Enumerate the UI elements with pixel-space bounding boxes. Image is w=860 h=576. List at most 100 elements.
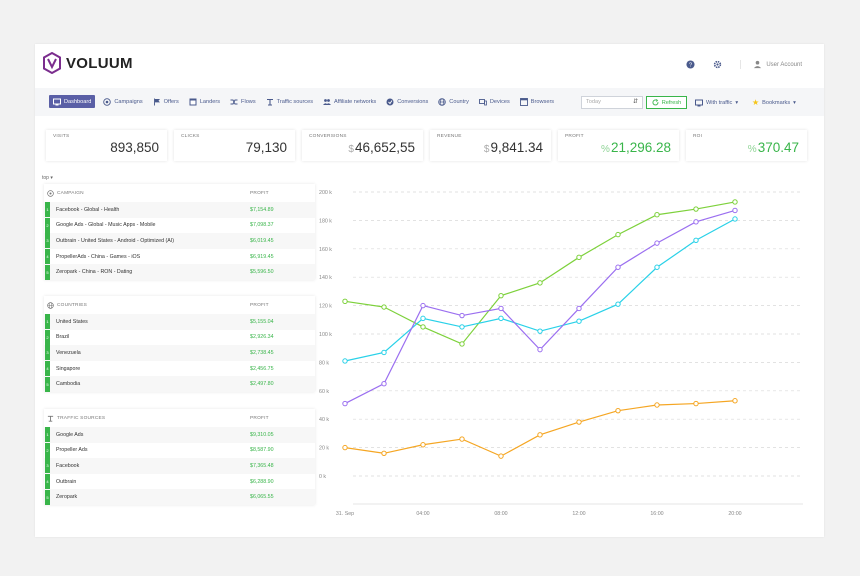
rank-badge: 5 — [45, 264, 50, 280]
data-point — [693, 219, 699, 225]
panel-header: COUNTRIES PROFIT — [44, 296, 315, 314]
row-name: Facebook — [56, 462, 80, 469]
nav-dashboard[interactable]: Dashboard — [49, 95, 96, 108]
panel-title: CAMPAIGN — [57, 190, 84, 196]
traffic-source-icon — [266, 98, 273, 106]
data-point — [537, 328, 543, 334]
nav-traffic-sources[interactable]: Traffic sources — [264, 95, 315, 108]
with-traffic-dropdown[interactable]: With traffic ▾ — [695, 96, 738, 109]
nav-devices[interactable]: Devices — [477, 95, 512, 108]
row-value: $6,065.55 — [250, 494, 274, 501]
row-value: $9,310.05 — [250, 431, 274, 438]
row-value: $7,365.48 — [250, 462, 274, 469]
rank-badge: 5 — [45, 376, 50, 392]
data-point — [615, 407, 621, 414]
refresh-button[interactable]: Refresh — [646, 96, 687, 109]
table-row[interactable]: 5 Cambodia $2,497.80 — [44, 376, 315, 392]
metric-label: ROI — [693, 134, 703, 139]
table-row[interactable]: 5 Zeropark - China - RON - Dating $5,596.5… — [44, 264, 315, 280]
refresh-icon — [652, 99, 659, 106]
metric-cards: VISITS 893,850 CLICKS 79,130 CONVERSIONS… — [46, 130, 807, 161]
data-point — [381, 381, 387, 387]
table-row[interactable]: 4 Singapore $2,456.75 — [44, 361, 315, 377]
nav-conversions[interactable]: Conversions — [384, 95, 430, 108]
user-account-menu[interactable]: User Account — [740, 60, 802, 69]
browser-icon — [519, 97, 528, 106]
table-row[interactable]: 4 PropellerAds - China - Games - iOS $6,91… — [44, 249, 315, 265]
nav-country[interactable]: Country — [436, 95, 471, 108]
date-range-select[interactable]: Today ⇵ — [581, 96, 643, 109]
nav-affiliate-networks[interactable]: Affiliate networks — [321, 95, 378, 108]
nav-bar: Dashboard Campaigns Offers Landers Flows… — [35, 88, 824, 116]
nav-browsers-label: Browsers — [530, 98, 555, 105]
metric-value: %370.47 — [748, 140, 799, 155]
voluum-logo-icon — [43, 52, 61, 74]
top-selector[interactable]: top ▾ — [42, 175, 53, 181]
with-traffic-label: With traffic — [706, 99, 733, 106]
row-name: Propeller Ads — [56, 447, 88, 454]
nav-flows-label: Flows — [241, 98, 256, 105]
metric-card-revenue: REVENUE $9,841.34 — [430, 130, 551, 161]
help-icon[interactable]: ? — [686, 60, 695, 69]
refresh-label: Refresh — [661, 99, 682, 106]
x-tick-label: 16:00 — [650, 511, 663, 517]
x-tick-label: 08:00 — [494, 511, 507, 517]
bookmarks-dropdown[interactable]: ★ Bookmarks ▾ — [752, 96, 796, 109]
data-point — [654, 240, 660, 246]
metric-card-clicks: CLICKS 79,130 — [174, 130, 295, 161]
nav-offers[interactable]: Offers — [151, 95, 181, 108]
bookmarks-label: Bookmarks — [762, 99, 791, 106]
table-row[interactable]: 3 Facebook $7,365.48 — [44, 458, 315, 474]
data-point — [654, 264, 660, 270]
data-point — [498, 315, 504, 322]
brand-logo[interactable]: VOLUUM — [43, 52, 133, 74]
table-row[interactable]: 3 Venezuela $2,738.45 — [44, 345, 315, 361]
traffic-sources-panel: TRAFFIC SOURCES PROFIT 1 Google Ads $9,310… — [44, 409, 315, 505]
row-value: $6,019.45 — [250, 237, 274, 244]
table-row[interactable]: 5 Zeropark $6,065.55 — [44, 489, 315, 505]
table-row[interactable]: 4 Outbrain $6,288.90 — [44, 474, 315, 490]
data-point — [381, 304, 387, 310]
metric-currency: $ — [483, 144, 490, 155]
gear-icon[interactable] — [713, 60, 722, 69]
row-value: $8,587.90 — [250, 447, 274, 454]
data-point — [459, 436, 465, 442]
nav-campaigns[interactable]: Campaigns — [101, 95, 144, 108]
y-tick-label: 160 k — [319, 247, 332, 253]
table-row[interactable]: 1 Facebook - Global - Health $7,154.89 — [44, 202, 315, 218]
table-row[interactable]: 3 Outbrain - United States - Android - Op… — [44, 233, 315, 249]
metric-card-profit: PROFIT %21,296.28 — [558, 130, 679, 161]
nav-dashboard-label: Dashboard — [64, 98, 92, 105]
rank-badge: 2 — [45, 329, 50, 345]
data-point — [576, 318, 582, 324]
y-tick-label: 0 k — [319, 474, 326, 480]
table-row[interactable]: 2 Brazil $2,926.34 — [44, 329, 315, 346]
table-row[interactable]: 2 Google Ads - Global - Music Apps - Mobi… — [44, 217, 315, 234]
caret-down-icon: ▾ — [793, 99, 796, 106]
metric-label: REVENUE — [437, 134, 462, 139]
nav-browsers[interactable]: Browsers — [518, 95, 556, 108]
data-point — [693, 400, 699, 407]
nav-flows[interactable]: Flows — [228, 95, 258, 108]
row-value: $7,154.89 — [250, 206, 274, 213]
table-row[interactable]: 1 Google Ads $9,310.05 — [44, 427, 315, 443]
nav-landers[interactable]: Landers — [187, 95, 222, 108]
data-point — [342, 444, 348, 451]
data-point — [342, 400, 348, 407]
metric-value: $9,841.34 — [484, 140, 543, 155]
y-tick-label: 100 k — [319, 332, 332, 338]
target-icon — [47, 189, 54, 197]
series-line — [344, 209, 736, 405]
row-value: $7,098.37 — [250, 222, 274, 229]
table-row[interactable]: 1 United States $5,155.04 — [44, 314, 315, 330]
panel-column-header: PROFIT — [250, 190, 269, 196]
rank-badge: 3 — [45, 345, 50, 361]
row-name: Venezuela — [56, 349, 81, 356]
data-point — [381, 450, 387, 456]
nav-devices-label: Devices — [489, 98, 510, 105]
user-icon — [754, 60, 762, 69]
table-row[interactable]: 2 Propeller Ads $8,587.90 — [44, 442, 315, 459]
row-name: Outbrain — [56, 478, 77, 485]
metric-number: 21,296.28 — [610, 140, 671, 155]
metric-card-roi: ROI %370.47 — [686, 130, 807, 161]
